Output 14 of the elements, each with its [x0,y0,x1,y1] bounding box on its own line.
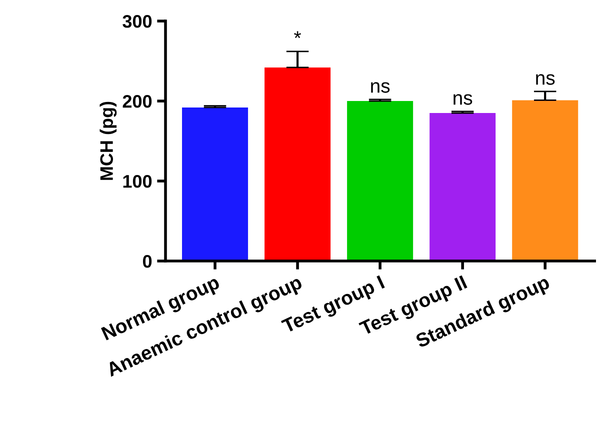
y-tick-label: 100 [123,174,152,188]
annotation: * [294,31,302,38]
bar [182,107,248,262]
bar [430,113,496,262]
bar [512,100,578,262]
y-tick-label: 300 [122,14,152,28]
bar [264,67,331,262]
y-tick-label: 200 [122,94,152,108]
annotation: ns [371,82,390,93]
y-axis-title: MCH (pg) [100,102,117,180]
annotation: ns [536,74,555,85]
bar [347,101,414,262]
y-tick-label: 0 [142,254,152,268]
annotation: ns [454,94,472,105]
